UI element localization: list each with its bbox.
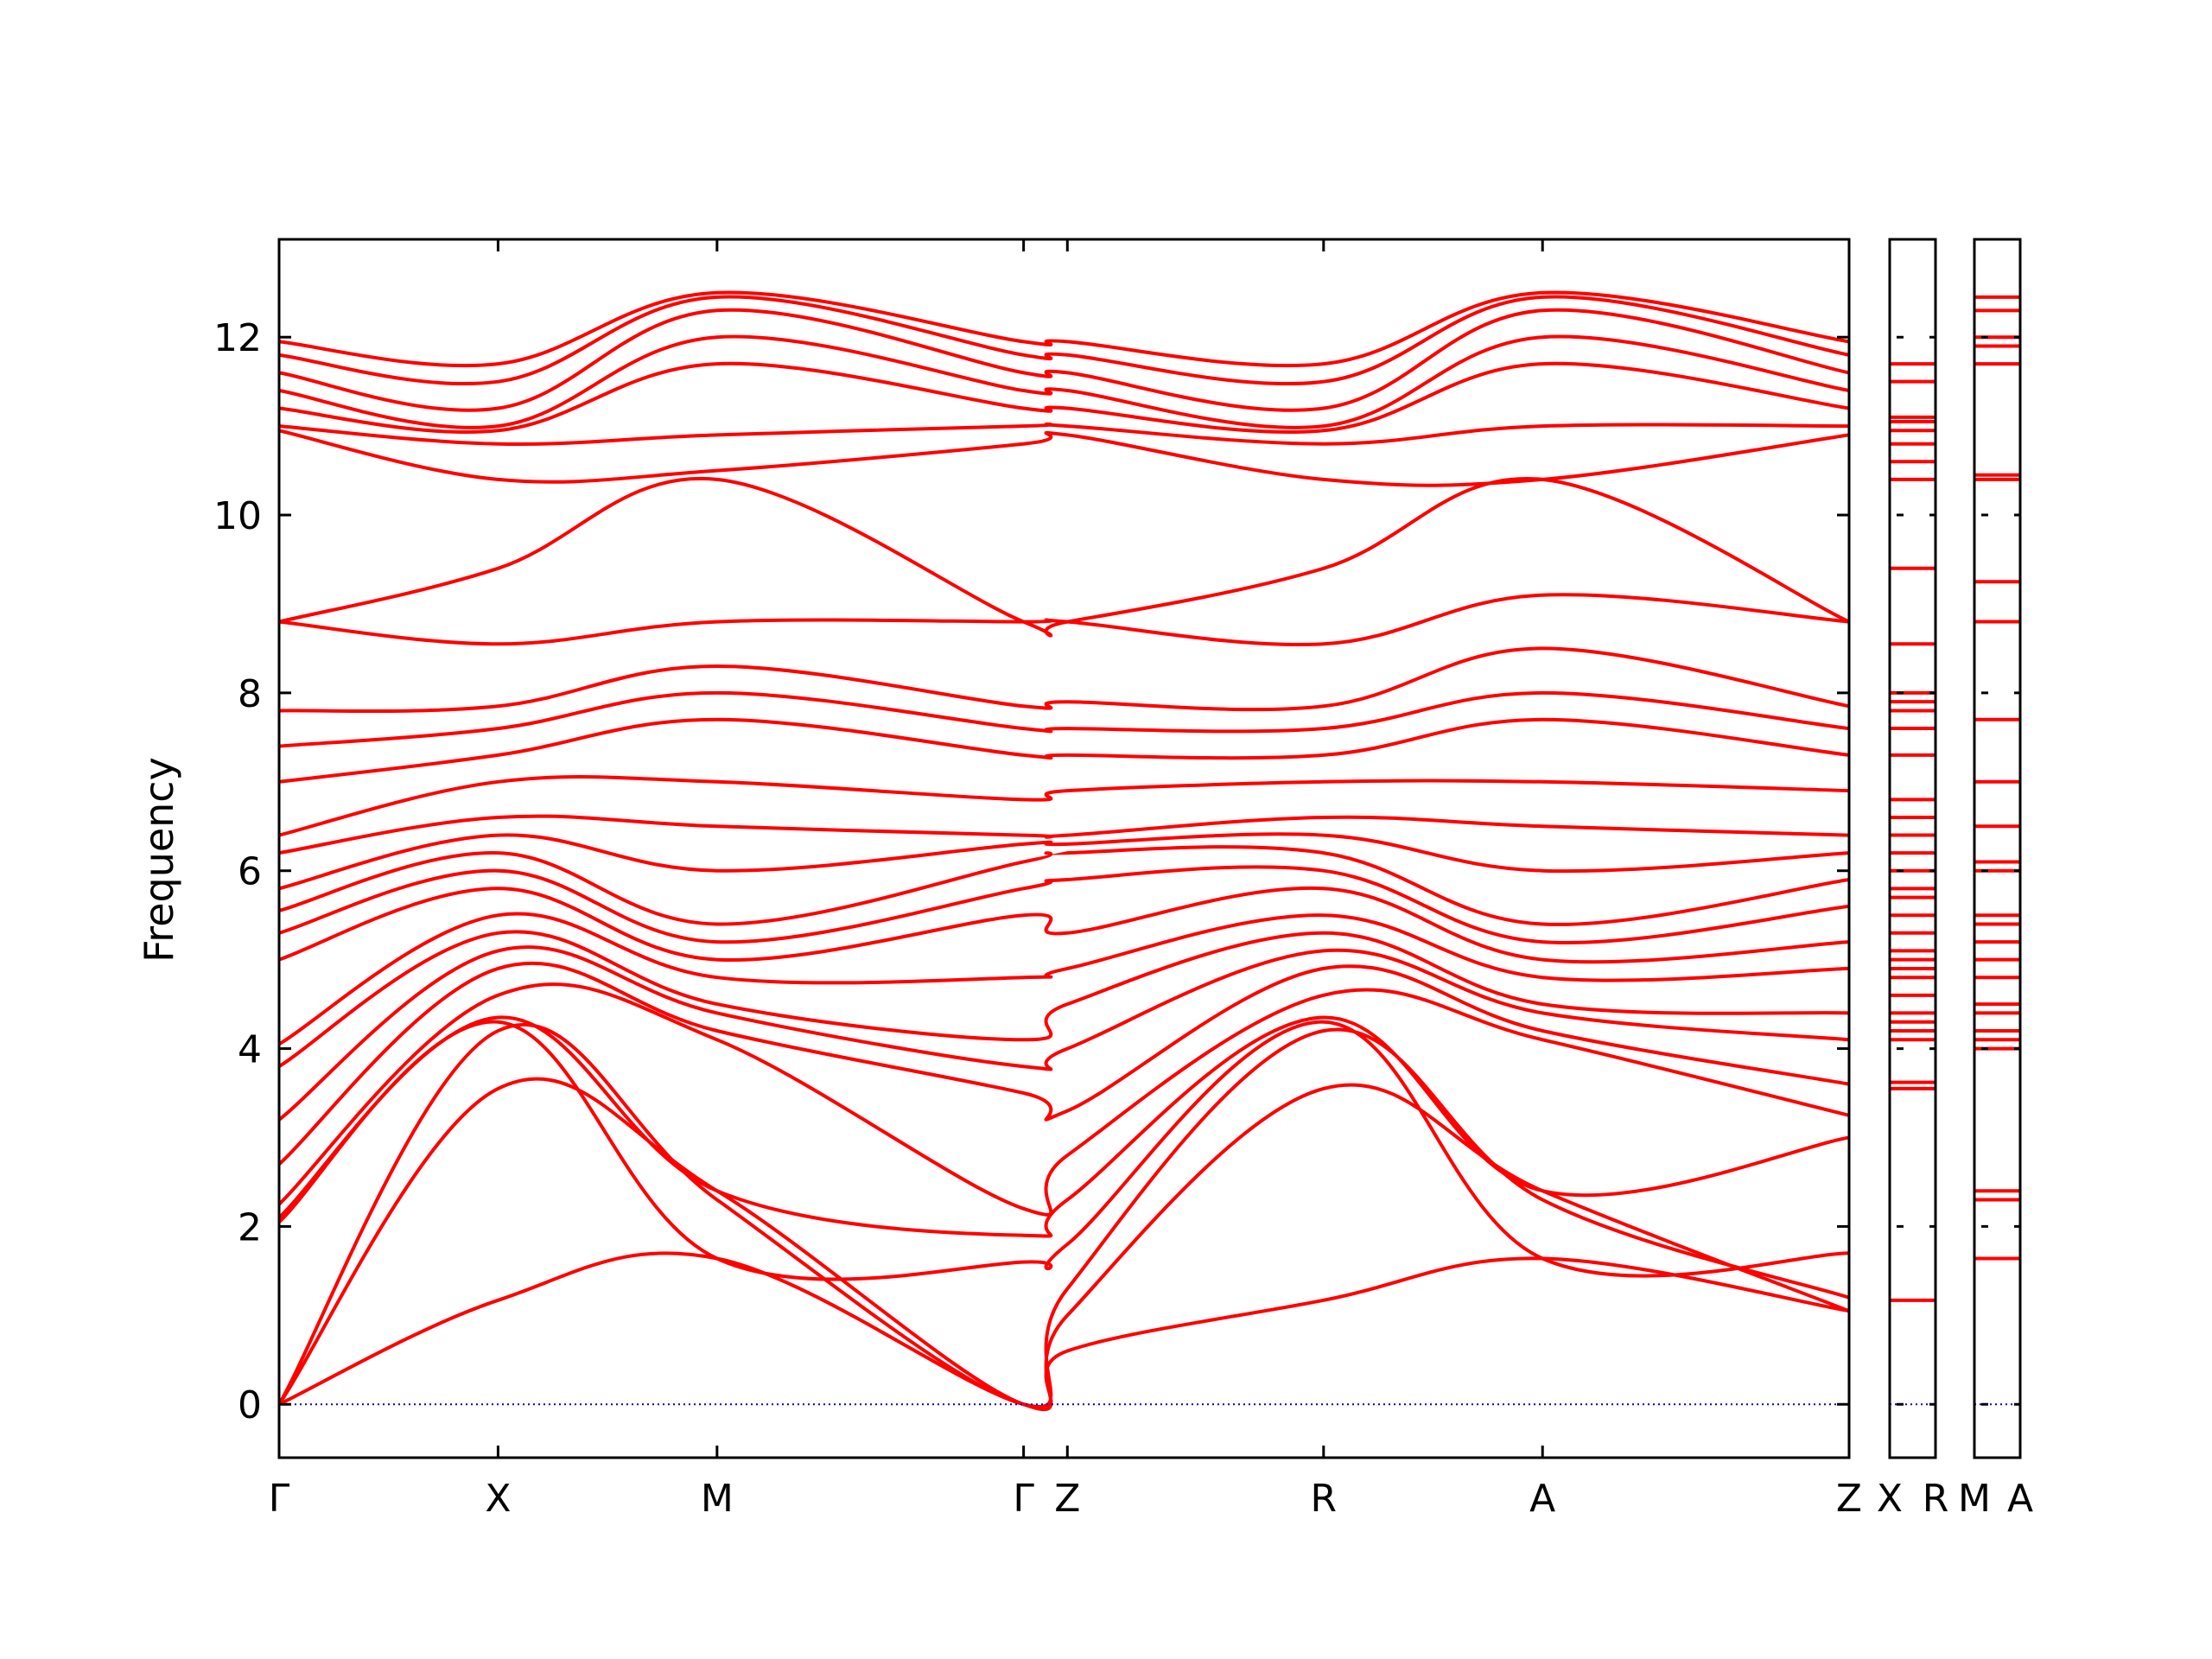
y-tick-label: 2	[238, 1205, 262, 1249]
panel-1-bands	[1890, 362, 1936, 1302]
band-line-11	[279, 886, 1849, 964]
axes-frame-layer	[277, 238, 2022, 1459]
x-tick-label: R	[1311, 1477, 1338, 1521]
band-line-28	[279, 290, 1849, 368]
band-line-24	[279, 361, 1849, 435]
band-line-15	[279, 814, 1849, 855]
x-tick-label: Γ	[269, 1477, 290, 1521]
band-line-19	[279, 646, 1849, 714]
band-line-16	[279, 774, 1849, 837]
band-line-9	[279, 930, 1849, 1068]
y-tick-label: 4	[238, 1028, 262, 1072]
y-axis-label: Frequency	[136, 757, 182, 963]
y-tick-label: 10	[213, 494, 262, 538]
band-line-21	[279, 476, 1849, 638]
axes-frame-0	[277, 238, 1851, 1459]
band-line-14	[279, 832, 1849, 891]
x-tick-label: X	[485, 1477, 511, 1521]
band-line-22	[279, 429, 1849, 487]
band-line-6	[279, 982, 1849, 1217]
band-line-8	[279, 945, 1849, 1122]
axes-frame-2	[1973, 238, 2022, 1459]
band-line-4	[279, 1020, 1849, 1281]
x-tick-label: Z	[1054, 1477, 1080, 1521]
panel-2-bands	[1974, 295, 2020, 1261]
x-tick-label: A	[1529, 1477, 1555, 1521]
band-line-23	[279, 422, 1849, 446]
x-tick-label: X	[1877, 1477, 1903, 1521]
y-tick-label: 8	[238, 672, 262, 716]
panel-main-bands	[279, 290, 1849, 1412]
band-line-26	[279, 308, 1849, 412]
x-tick-label: R	[1923, 1477, 1949, 1521]
bands-layer	[279, 290, 2020, 1412]
band-line-2	[279, 1077, 1849, 1412]
axes-frame-1	[1888, 238, 1937, 1459]
band-line-25	[279, 334, 1849, 429]
x-tick-label: M	[1958, 1477, 1991, 1521]
x-tick-label: Z	[1836, 1477, 1862, 1521]
x-tick-label: A	[2007, 1477, 2033, 1521]
x-tick-label: Γ	[1013, 1477, 1034, 1521]
band-line-27	[279, 295, 1849, 386]
band-line-17	[279, 717, 1849, 784]
band-line-7	[279, 961, 1849, 1166]
band-line-18	[279, 690, 1849, 748]
band-line-10	[279, 912, 1849, 1046]
band-line-13	[279, 845, 1849, 926]
y-tick-label: 6	[238, 850, 262, 894]
x-tick-label: M	[701, 1477, 734, 1521]
band-line-12	[279, 865, 1849, 944]
band-line-5	[279, 1015, 1849, 1238]
y-tick-label: 12	[213, 316, 262, 360]
y-tick-label: 0	[238, 1383, 262, 1427]
band-line-20	[279, 593, 1849, 647]
